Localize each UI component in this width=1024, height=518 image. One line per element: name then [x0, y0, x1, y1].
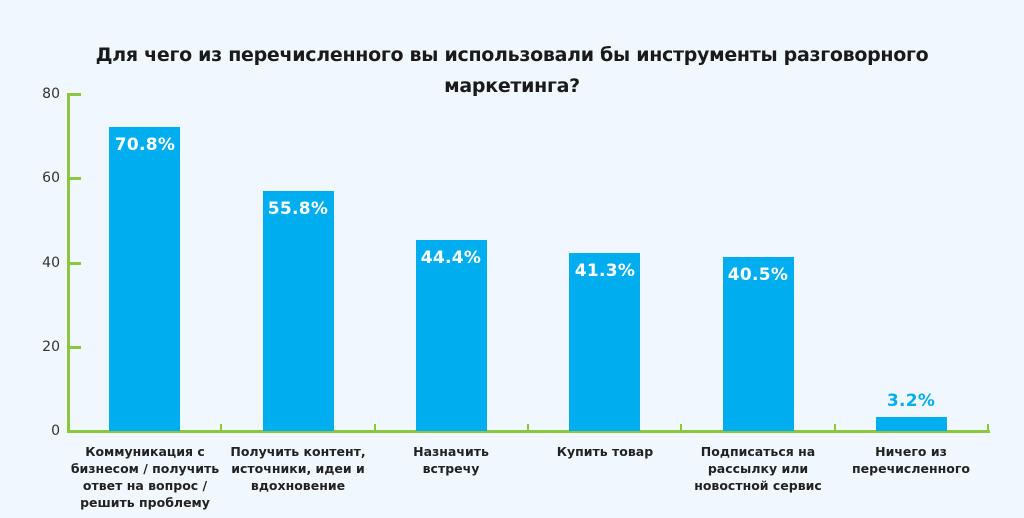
chart-title-line-2: маркетинга? [444, 75, 580, 97]
y-tick-mark [67, 430, 81, 433]
category-label-line: Подписаться на [700, 444, 816, 459]
category-label: Подписаться на рассылку или новостной серв… [683, 443, 833, 494]
category-label-line: новостной сервис [694, 478, 822, 493]
category-label-line: источники, идеи и [231, 461, 365, 476]
category-label: Купить товар [530, 443, 680, 460]
y-tick-label: 60 [42, 170, 60, 187]
chart-title: Для чего из перечисленного вы использова… [0, 40, 1024, 102]
y-tick-label: 0 [51, 423, 60, 439]
y-tick-mark [67, 345, 81, 349]
category-label-line: Коммуникация с [85, 444, 205, 459]
y-tick-mark [67, 93, 81, 96]
bar [416, 240, 487, 431]
bar [109, 127, 180, 431]
x-tick-mark [373, 424, 376, 431]
category-label-line: ответ на вопрос / [82, 478, 208, 493]
category-label-line: перечисленного [852, 461, 970, 476]
bar [723, 257, 794, 431]
y-tick-label: 20 [42, 338, 60, 355]
category-label: Коммуникация с бизнесом / получить ответ н… [70, 443, 220, 511]
bar-value-label: 70.8% [114, 135, 176, 155]
bar-value-label: 55.8% [267, 199, 329, 219]
bar [876, 417, 947, 431]
category-label: Получить контент, источники, идеи и вдохно… [223, 443, 373, 494]
y-tick-label: 80 [42, 86, 60, 102]
category-label-line: решить проблему [80, 495, 210, 510]
x-tick-mark [987, 424, 989, 431]
x-tick-mark [527, 424, 529, 431]
category-label-line: бизнесом / получить [70, 461, 220, 476]
category-label-line: Ничего из [875, 444, 947, 459]
x-axis-line [67, 430, 990, 433]
category-label: Назначить встречу [376, 443, 526, 477]
y-tick-mark [67, 177, 81, 181]
bar-value-label: 40.5% [727, 265, 789, 285]
y-tick-label: 40 [42, 254, 60, 271]
category-label-line: встречу [422, 461, 480, 476]
chart-title-line-1: Для чего из перечисленного вы использова… [95, 44, 929, 66]
category-label: Ничего из перечисленного [836, 443, 986, 477]
category-label-line: Получить контент, [230, 444, 366, 459]
category-label-line: рассылку или [707, 461, 809, 476]
x-tick-mark [833, 424, 836, 431]
bar-value-label: 41.3% [574, 261, 636, 281]
category-label-line: вдохновение [250, 478, 346, 493]
category-label-line: Назначить [413, 444, 489, 459]
bar [263, 191, 334, 431]
bar [569, 253, 640, 431]
y-tick-mark [67, 261, 81, 265]
x-tick-mark [680, 424, 683, 431]
category-label-line: Купить товар [556, 444, 654, 459]
x-tick-mark [220, 424, 223, 431]
bar-value-label: 44.4% [420, 248, 482, 268]
bar-value-label: 3.2% [886, 391, 936, 411]
